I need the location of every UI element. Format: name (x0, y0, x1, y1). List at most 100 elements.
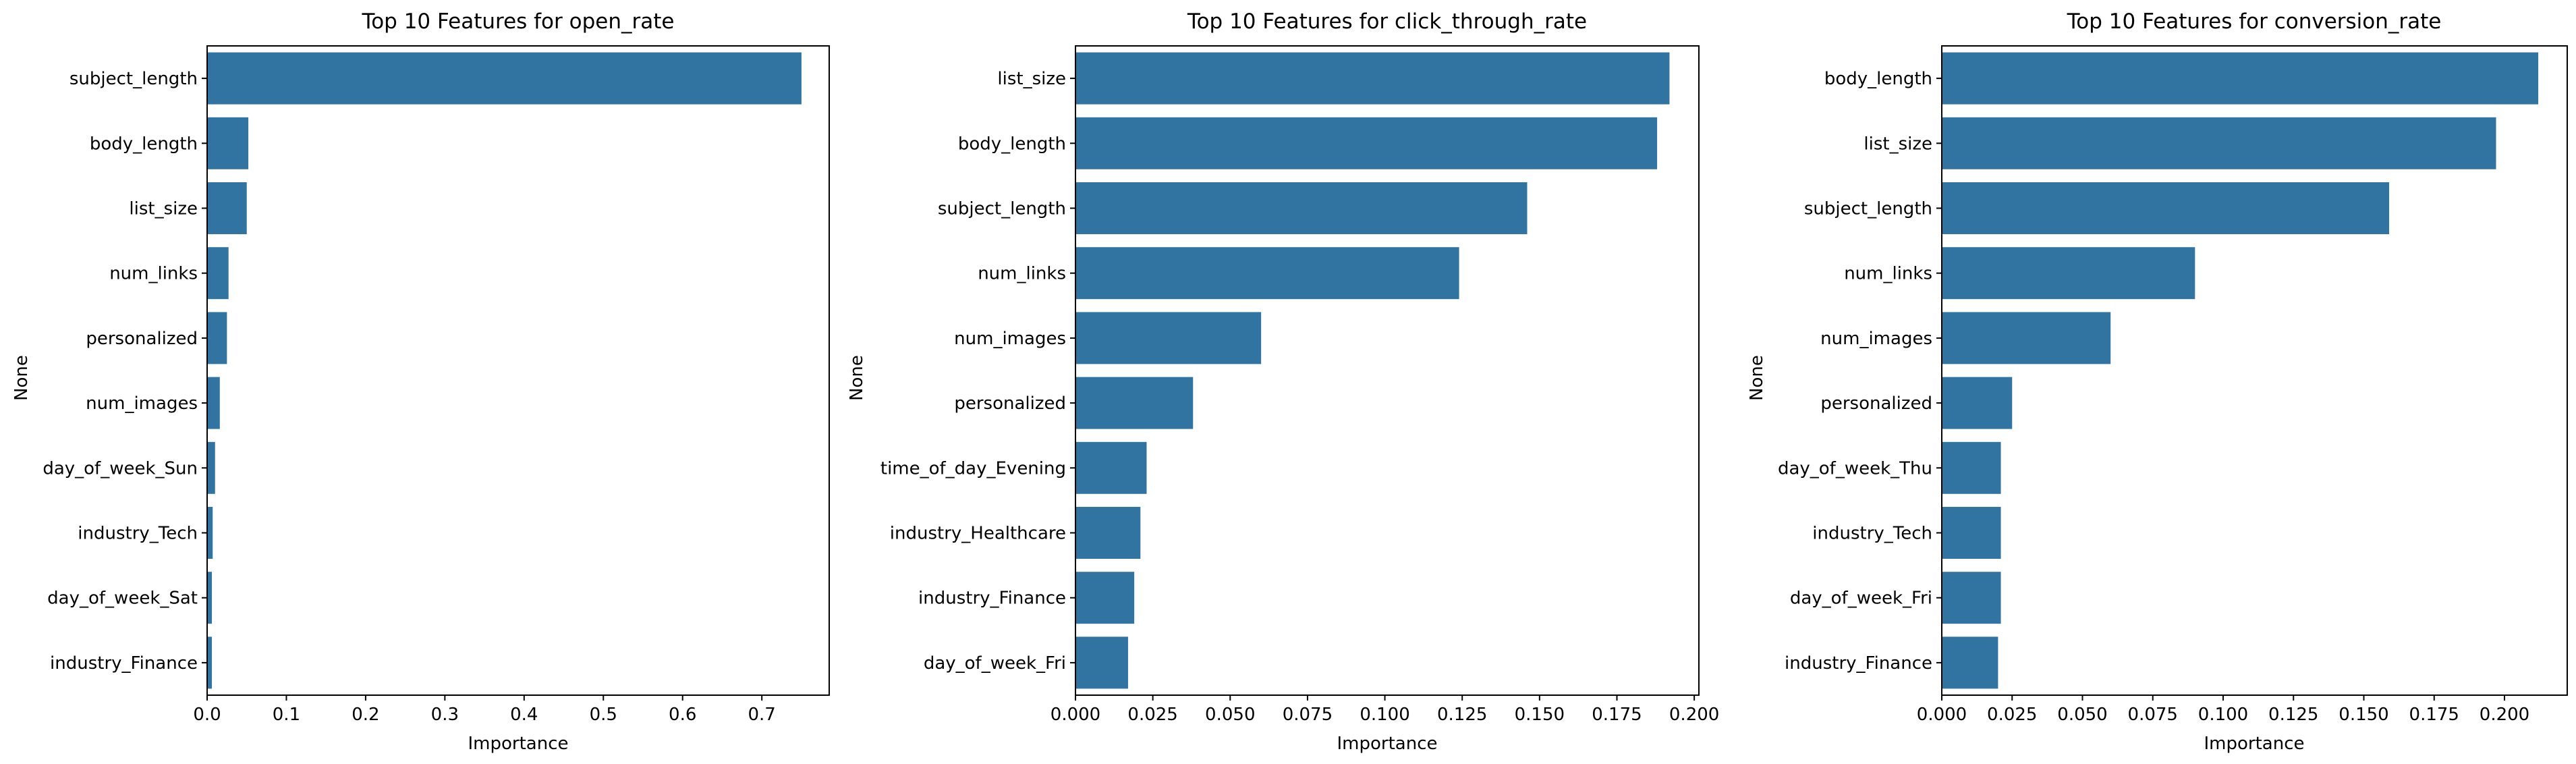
bar (1942, 377, 2013, 429)
x-axis-label: Importance (1337, 734, 1438, 754)
axes-frame (206, 45, 830, 696)
bar (1075, 182, 1528, 234)
x-tick-label: 0.025 (1987, 705, 2037, 725)
x-tick-label: 0.075 (2128, 705, 2178, 725)
y-tick-label: list_size (997, 69, 1066, 89)
x-tick-label: 0.200 (2480, 705, 2529, 725)
bar (1942, 312, 2111, 364)
bar (207, 312, 227, 364)
y-tick-label: num_images (86, 393, 198, 414)
plot-area: subject_length body_length list_size num_li… (43, 45, 830, 725)
bar (1075, 312, 1262, 364)
x-tick-label: 0.1 (273, 705, 300, 725)
bar (207, 507, 213, 559)
bar (207, 441, 215, 494)
chart-title: Top 10 Features for conversion_rate (2067, 9, 2442, 34)
bar (1942, 572, 2001, 624)
axes-frame (1941, 45, 2568, 696)
y-axis-label: None (11, 355, 32, 401)
y-tick-label: personalized (86, 329, 198, 349)
y-tick-label: personalized (954, 393, 1066, 414)
plot-area: list_size body_length subject_length num_li… (880, 45, 1719, 725)
y-tick-label: day_of_week_Thu (1778, 458, 1932, 479)
y-tick-label: industry_Tech (78, 524, 198, 544)
y-tick-label: list_size (129, 199, 198, 219)
x-tick-label: 0.000 (1051, 705, 1100, 725)
x-tick-label: 0.125 (2268, 705, 2318, 725)
y-tick-label: industry_Finance (50, 653, 198, 674)
x-tick-label: 0.3 (431, 705, 459, 725)
y-tick-label: day_of_week_Sat (47, 589, 198, 609)
bar (1942, 441, 2001, 494)
x-tick-label: 0.4 (510, 705, 538, 725)
y-tick-label: industry_Healthcare (890, 524, 1066, 544)
bar (1075, 636, 1128, 689)
axes-frame (1075, 45, 1700, 696)
bar (1075, 507, 1141, 559)
bar (207, 247, 229, 300)
plot-area: body_length list_size subject_length num_li… (1778, 45, 2568, 725)
bar (207, 182, 247, 234)
y-tick-label: subject_length (69, 69, 198, 89)
bar (1075, 572, 1135, 624)
bar (1942, 182, 2390, 234)
bar (207, 117, 249, 169)
bar (1942, 507, 2001, 559)
x-tick-label: 0.200 (1669, 705, 1719, 725)
y-tick-label: industry_Finance (1785, 653, 1932, 674)
y-tick-label: num_images (1820, 329, 1932, 349)
y-tick-label: industry_Finance (918, 589, 1066, 609)
y-tick-label: num_links (978, 264, 1066, 284)
y-tick-label: body_length (90, 134, 198, 154)
bar (1942, 636, 1998, 689)
chart-panel-open-rate: Top 10 Features for open_rate Importance… (11, 9, 830, 754)
y-tick-label: subject_length (938, 199, 1066, 219)
bar (1942, 52, 2539, 105)
y-tick-label: personalized (1820, 393, 1932, 414)
x-tick-label: 0.075 (1283, 705, 1333, 725)
y-tick-label: num_links (1844, 264, 1932, 284)
bar (1075, 52, 1670, 105)
y-tick-label: industry_Tech (1812, 524, 1932, 544)
x-tick-label: 0.2 (352, 705, 379, 725)
bar (1942, 247, 2195, 300)
y-tick-label: body_length (1824, 69, 1932, 89)
x-tick-label: 0.7 (748, 705, 775, 725)
x-tick-label: 0.100 (1360, 705, 1409, 725)
y-tick-label: body_length (958, 134, 1066, 154)
bar (1075, 441, 1147, 494)
x-tick-label: 0.175 (1592, 705, 1642, 725)
y-tick-label: day_of_week_Fri (1790, 589, 1932, 609)
chart-panel-click-through-rate: Top 10 Features for click_through_rate I… (847, 9, 1719, 754)
y-tick-label: day_of_week_Sun (43, 458, 198, 479)
x-tick-label: 0.6 (669, 705, 696, 725)
x-axis-label: Importance (468, 734, 569, 754)
bar (1075, 117, 1658, 169)
chart-title: Top 10 Features for click_through_rate (1187, 9, 1587, 34)
y-tick-label: num_images (954, 329, 1066, 349)
y-tick-label: num_links (109, 264, 198, 284)
x-tick-label: 0.0 (193, 705, 221, 725)
bar (1942, 117, 2496, 169)
x-tick-label: 0.050 (2057, 705, 2107, 725)
y-tick-label: subject_length (1804, 199, 1932, 219)
y-tick-label: time_of_day_Evening (880, 458, 1066, 479)
chart-title: Top 10 Features for open_rate (362, 9, 675, 34)
x-tick-label: 0.5 (590, 705, 617, 725)
chart-panel-conversion-rate: Top 10 Features for conversion_rate Impo… (1747, 9, 2568, 754)
bar (1075, 377, 1194, 429)
y-axis-label: None (1747, 355, 1767, 401)
bar (1075, 247, 1459, 300)
x-tick-label: 0.175 (2409, 705, 2459, 725)
x-tick-label: 0.000 (1917, 705, 1967, 725)
bar (207, 636, 213, 689)
x-axis-label: Importance (2204, 734, 2305, 754)
bar (207, 377, 220, 429)
x-tick-label: 0.050 (1205, 705, 1255, 725)
bar (207, 572, 213, 624)
y-tick-label: day_of_week_Fri (924, 653, 1066, 674)
y-axis-label: None (847, 355, 867, 401)
x-tick-label: 0.025 (1127, 705, 1177, 725)
bar (207, 52, 802, 105)
